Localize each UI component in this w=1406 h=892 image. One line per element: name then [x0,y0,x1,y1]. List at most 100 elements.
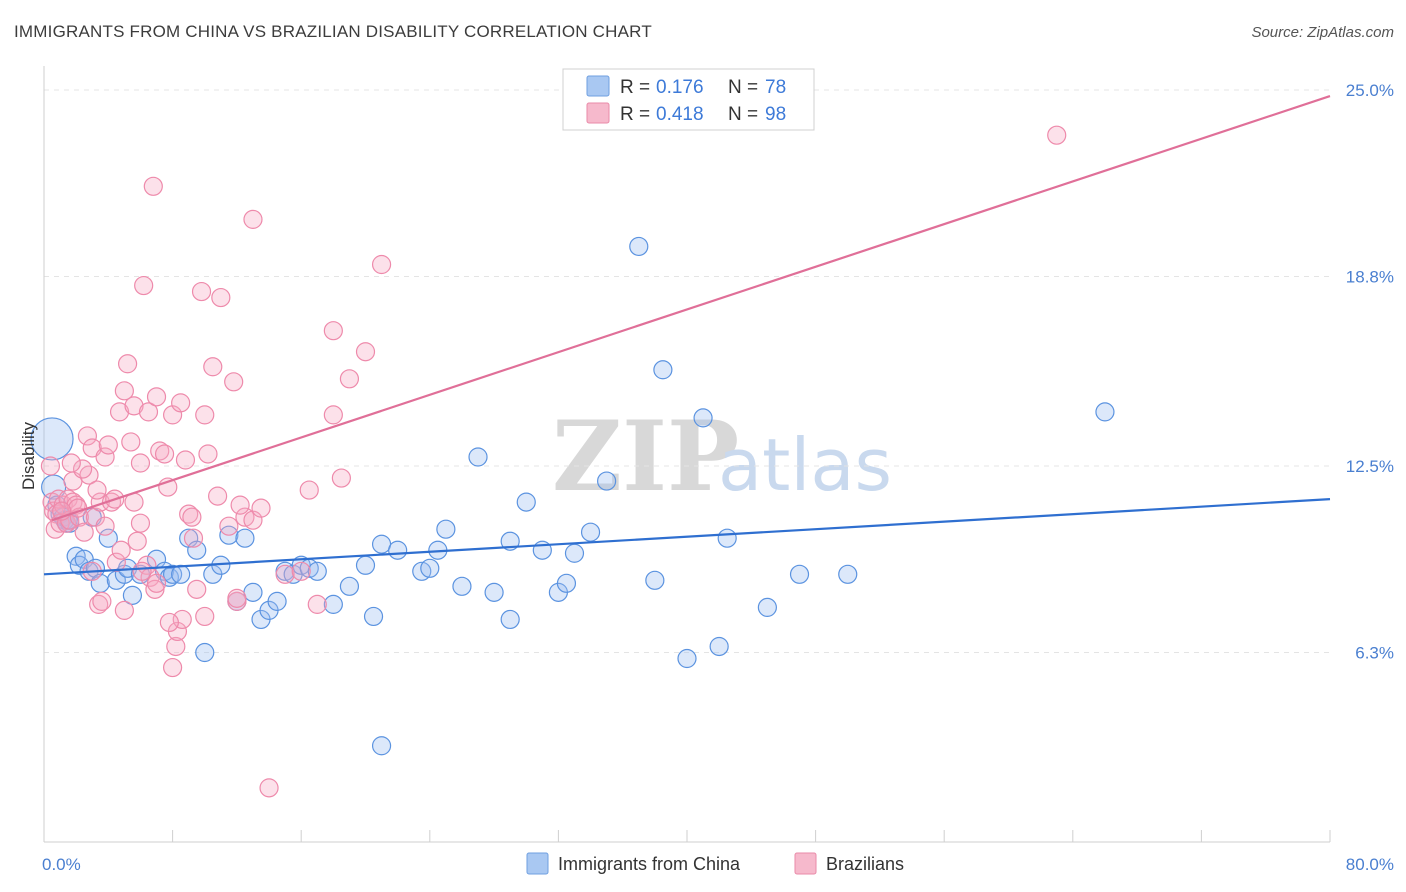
brazil-point-51 [166,636,186,657]
trend-lines [43,95,1331,576]
china-point-62 [556,573,577,593]
brazil-point-36 [130,453,151,473]
china-point-59 [516,492,536,512]
china-point-72 [717,528,737,548]
china-point-44 [323,594,343,614]
legend-r-label-china: R = [620,77,650,98]
china-point-73 [757,597,777,617]
legend-n-label-brazil: N = [728,104,758,125]
brazil-point-30 [114,381,134,401]
china-point-65 [597,471,617,491]
china-point-43 [307,561,327,581]
x-tick-label-0: 0.0% [42,855,81,874]
brazil-point-90 [183,528,204,548]
china-point-0 [30,417,74,461]
brazil-point-83 [371,254,392,275]
china-point-63 [564,543,585,563]
brazil-point-96 [87,480,107,500]
legend: R = 0.176 N = 78 R = 0.418 N = 98 [562,68,815,131]
china-point-69 [677,648,697,669]
x-tick-label-1: 80.0% [1346,855,1394,874]
china-trend-line [43,498,1331,576]
china-point-28 [187,540,207,560]
china-point-53 [436,519,456,539]
brazil-point-26 [101,492,122,512]
brazil-point-32 [117,354,138,374]
china-point-76 [1095,402,1115,422]
legend-swatch-brazil [586,102,610,124]
china-point-14 [85,558,106,578]
brazil-point-74 [275,564,295,584]
china-point-56 [484,582,504,602]
y-tick-label-3: 25.0% [1346,81,1394,100]
brazil-point-94 [72,459,93,479]
china-point-47 [363,606,384,627]
brazil-point-92 [159,612,179,633]
china-point-26 [171,564,191,584]
brazil-point-81 [339,369,360,389]
china-point-55 [468,447,488,467]
brazil-point-55 [179,504,199,524]
bottom-legend-swatch-china [526,852,549,875]
brazil-point-95 [61,453,81,473]
china-point-38 [267,591,287,611]
brazil-point-72 [251,498,271,518]
chart-title: IMMIGRANTS FROM CHINA VS BRAZILIAN DISAB… [14,22,652,41]
brazil-point-57 [187,579,207,599]
brazil-point-16 [77,426,98,446]
china-point-20 [122,585,143,605]
brazil-point-28 [109,402,130,422]
brazil-point-15 [74,522,94,542]
china-point-48 [371,534,392,554]
brazil-point-65 [219,516,239,536]
brazil-point-21 [89,594,109,614]
y-tick-labels: 6.3% 12.5% 18.8% 25.0% [1346,81,1394,662]
legend-r-value-china: 0.176 [656,77,704,98]
brazil-point-75 [291,561,311,581]
y-axis-label: Disability [19,421,38,490]
watermark-zip: ZIP [552,400,739,513]
brazil-trend-line [51,95,1331,522]
brazil-point-93 [132,561,152,581]
brazil-point-44 [146,387,167,407]
legend-r-value-brazil: 0.418 [656,104,704,125]
brazil-point-64 [211,287,231,308]
china-point-66 [629,236,649,257]
brazil-point-84 [1047,125,1067,145]
china-point-29 [195,642,215,663]
brazil-point-42 [143,176,163,196]
china-point-16 [98,528,118,548]
china-point-49 [388,540,408,560]
brazil-point-37 [130,513,151,533]
y-tick-label-1: 12.5% [1346,457,1394,476]
bottom-legend: Immigrants from China Brazilians [526,852,904,875]
brazil-point-56 [182,507,202,527]
brazil-point-27 [106,552,126,572]
china-point-46 [355,555,376,575]
gridlines [44,89,1330,654]
brazil-point-25 [98,435,118,455]
bottom-legend-label-brazil: Brazilians [826,854,904,874]
brazil-point-78 [323,321,343,341]
china-point-54 [452,576,472,596]
legend-swatch-china [586,75,610,97]
brazil-point-50 [163,657,183,678]
brazil-point-58 [191,281,212,302]
brazil-point-85 [95,516,115,536]
brazil-point-77 [307,594,327,614]
x-tick-labels: 0.0% 80.0% [42,855,1394,874]
brazil-point-24 [95,447,115,467]
legend-n-value-brazil: 98 [765,104,786,125]
bottom-legend-label-china: Immigrants from China [558,854,741,874]
brazil-point-89 [127,531,147,551]
china-point-74 [789,564,810,584]
brazil-point-45 [146,573,167,593]
brazil-point-59 [195,606,215,627]
china-point-64 [580,522,601,542]
brazil-point-66 [224,372,244,392]
y-tick-label-2: 18.8% [1346,268,1394,287]
brazil-point-47 [154,444,175,464]
brazil-point-63 [208,486,228,506]
brazil-point-82 [355,342,376,362]
